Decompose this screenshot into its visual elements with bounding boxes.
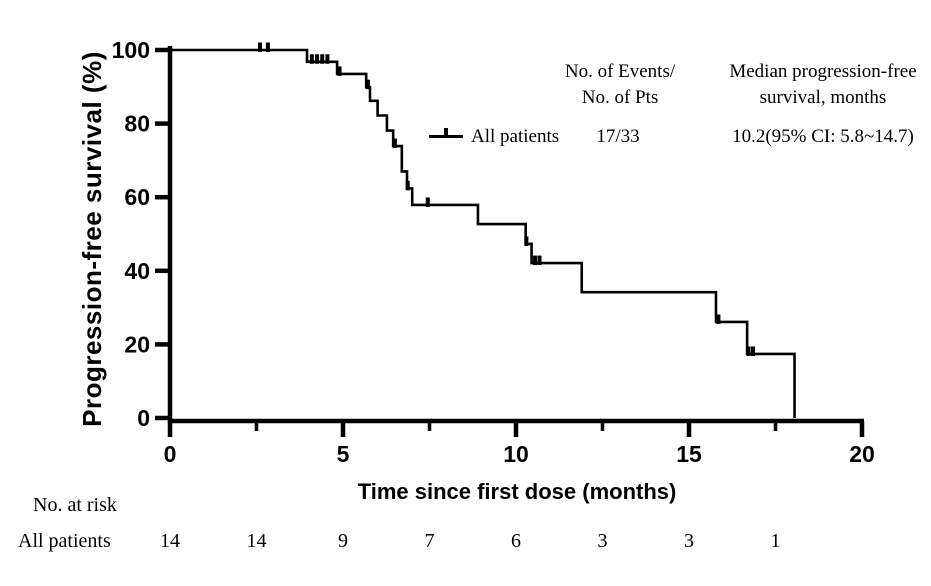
censor-tick xyxy=(405,180,410,191)
header-events-column: No. of Events/ No. of Pts xyxy=(540,59,700,111)
censor-tick xyxy=(392,138,397,149)
censor-tick xyxy=(315,54,320,64)
y-axis-title: Progression-free survival (%) xyxy=(77,51,107,427)
risk-value: 14 xyxy=(246,530,267,552)
censor-tick xyxy=(751,346,756,356)
risk-value: 3 xyxy=(597,530,608,552)
censor-tick xyxy=(365,79,370,90)
header-median-column: Median progression-free survival, months xyxy=(713,59,931,111)
censor-tick xyxy=(325,54,330,64)
censor-tick xyxy=(257,42,262,52)
censor-tick xyxy=(265,42,270,52)
risk-table-title: No. at risk xyxy=(33,494,117,516)
y-tick-label: 40 xyxy=(124,258,150,284)
censor-tick xyxy=(716,314,721,324)
x-tick-label: 10 xyxy=(503,441,529,467)
censor-tick xyxy=(533,255,538,266)
risk-value: 14 xyxy=(160,530,180,552)
legend-censor-tick-icon xyxy=(444,128,448,138)
risk-value: 7 xyxy=(424,530,435,552)
censor-tick xyxy=(746,346,751,356)
censor-tick xyxy=(425,197,430,207)
legend-median-value: 10.2(95% CI: 5.8~14.7) xyxy=(732,126,914,147)
censor-tick xyxy=(524,236,529,246)
header-events-line2: No. of Pts xyxy=(581,87,659,108)
legend-events-value: 17/33 xyxy=(596,126,640,147)
header-median-line1: Median progression-free xyxy=(729,61,917,82)
censor-tick xyxy=(337,66,342,76)
risk-value: 9 xyxy=(338,530,348,552)
x-tick-label: 0 xyxy=(164,441,177,467)
x-tick-label: 5 xyxy=(337,441,350,467)
censor-tick xyxy=(537,255,542,266)
y-tick-label: 60 xyxy=(124,184,150,210)
y-tick-label: 80 xyxy=(124,111,150,137)
censor-tick xyxy=(309,54,314,64)
y-tick-label: 100 xyxy=(112,37,150,63)
legend-series-label: All patients xyxy=(471,126,560,147)
risk-value: 1 xyxy=(770,530,781,552)
x-tick-label: 15 xyxy=(676,441,702,467)
y-tick-label: 0 xyxy=(137,405,150,431)
header-median-line2: survival, months xyxy=(759,87,887,108)
risk-value: 6 xyxy=(511,530,521,552)
y-tick-label: 20 xyxy=(124,331,150,357)
x-tick-label: 20 xyxy=(849,441,875,467)
risk-value: 3 xyxy=(684,530,694,552)
risk-row-label: All patients xyxy=(18,530,111,552)
censor-tick xyxy=(320,54,325,64)
x-axis-title: Time since first dose (months) xyxy=(357,479,677,504)
header-events-line1: No. of Events/ xyxy=(564,61,676,82)
survival-curve xyxy=(170,48,796,418)
